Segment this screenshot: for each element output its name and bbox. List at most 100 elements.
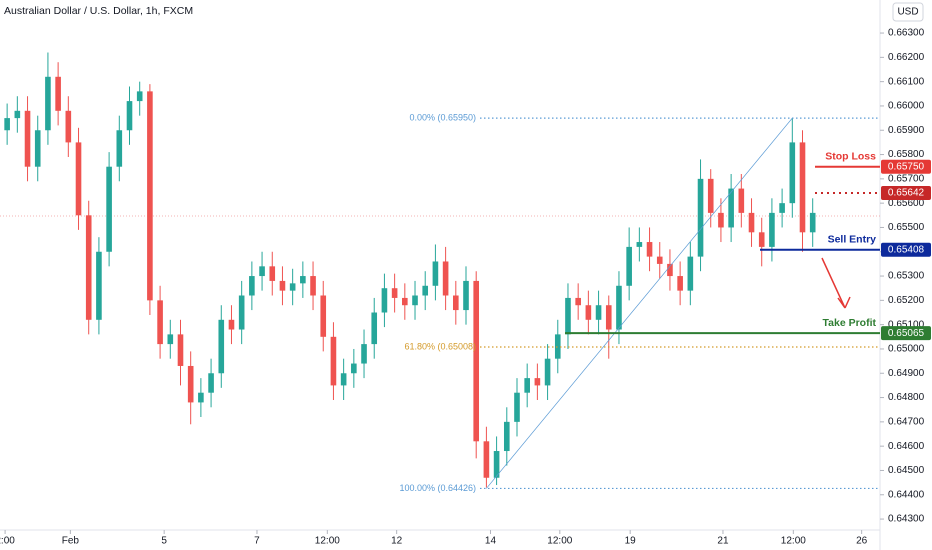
- fib-label: 61.80% (0.65008): [404, 341, 476, 351]
- candle-body: [300, 276, 306, 284]
- direction-arrow: [821, 257, 851, 309]
- candle-body: [289, 283, 296, 291]
- price-tag: [881, 159, 931, 174]
- price-tag: [881, 326, 931, 341]
- price-tag: [881, 242, 931, 257]
- candle-body: [728, 188, 734, 228]
- x-tick-label: 14: [485, 536, 497, 547]
- candle-body: [636, 242, 643, 247]
- candle-body: [758, 232, 765, 247]
- candle-body: [238, 295, 245, 330]
- candle-body: [514, 392, 520, 422]
- candle-body: [565, 297, 571, 335]
- candle-body: [187, 365, 194, 403]
- candle-body: [310, 276, 316, 296]
- candle-body: [524, 378, 530, 393]
- candle-body: [45, 76, 51, 131]
- candle-body: [177, 334, 184, 366]
- candle-body: [402, 297, 408, 306]
- candle-body: [228, 319, 235, 330]
- candle-body: [616, 285, 622, 330]
- y-tick-label: 0.64500: [888, 465, 925, 476]
- y-tick-label: 0.65100: [888, 319, 925, 330]
- candle-body: [799, 142, 806, 233]
- x-tick-label: 12:00: [781, 536, 806, 547]
- chart-title: Australian Dollar / U.S. Dollar, 1h, FXC…: [4, 5, 193, 17]
- candle-body: [748, 212, 755, 233]
- candle-body: [14, 110, 21, 119]
- x-tick-label: 12:00: [547, 536, 572, 547]
- candle-body: [493, 451, 500, 478]
- y-tick-label: 0.64600: [888, 441, 925, 452]
- y-tick-label: 0.65700: [888, 173, 925, 184]
- candle-body: [96, 251, 102, 320]
- y-tick-label: 0.64900: [888, 368, 925, 379]
- candle-body: [432, 261, 439, 286]
- candle-body: [75, 142, 82, 216]
- candle-body: [24, 110, 31, 167]
- candle-body: [136, 91, 143, 102]
- candle-body: [126, 101, 133, 131]
- candle-body: [320, 295, 327, 337]
- y-tick-label: 0.64800: [888, 392, 925, 403]
- candle-body: [738, 188, 745, 213]
- y-tick-label: 0.65900: [888, 125, 925, 136]
- level-name: Sell Entry: [828, 234, 877, 246]
- y-tick-label: 0.66300: [888, 28, 925, 39]
- price-tag-label: 0.65065: [888, 328, 925, 339]
- candle-body: [779, 203, 785, 213]
- x-tick-label: 12:00: [315, 536, 340, 547]
- currency-button[interactable]: [892, 2, 924, 22]
- candle-body: [544, 358, 551, 386]
- candle-body: [718, 212, 724, 228]
- candle-body: [340, 373, 347, 386]
- price-tag: [881, 185, 931, 200]
- x-tick-label: 2:00: [0, 536, 15, 547]
- candle-body: [4, 118, 10, 131]
- fib-label: 100.00% (0.64426): [399, 483, 476, 493]
- y-tick-label: 0.65800: [888, 149, 925, 160]
- candle-body: [687, 256, 694, 291]
- level-name: Stop Loss: [825, 150, 876, 162]
- y-tick-label: 0.66100: [888, 76, 925, 87]
- x-tick-label: Feb: [62, 536, 80, 547]
- candle-body: [626, 246, 632, 286]
- candle-body: [789, 142, 796, 204]
- x-tick-label: 12: [391, 536, 403, 547]
- candle-body: [575, 297, 581, 306]
- candle-body: [259, 266, 265, 277]
- candle-body: [595, 305, 602, 320]
- candle-body: [116, 130, 123, 167]
- candle-body: [554, 334, 561, 359]
- candle-body: [585, 305, 592, 320]
- candle-body: [656, 256, 663, 264]
- candle-body: [147, 91, 153, 301]
- candle-body: [249, 276, 255, 296]
- candle-body: [208, 373, 214, 393]
- candle-body: [707, 178, 714, 213]
- y-tick-label: 0.65500: [888, 222, 925, 233]
- candle-body: [809, 212, 816, 233]
- candle-body: [453, 295, 459, 311]
- candle-body: [269, 266, 276, 281]
- candle-body: [391, 288, 398, 298]
- candle-body: [697, 178, 704, 257]
- candle-body: [667, 263, 673, 277]
- currency-label[interactable]: USD: [897, 7, 918, 18]
- x-tick-label: 21: [717, 536, 729, 547]
- y-tick-label: 0.64400: [888, 489, 925, 500]
- candle-body: [442, 261, 449, 296]
- y-tick-label: 0.65600: [888, 198, 925, 209]
- candle-body: [769, 212, 775, 247]
- candle-body: [605, 305, 612, 330]
- candle-body: [198, 392, 204, 403]
- y-tick-label: 0.64300: [888, 514, 925, 525]
- candle-body: [351, 363, 357, 374]
- y-tick-label: 0.65300: [888, 271, 925, 282]
- price-tag-label: 0.65642: [888, 188, 925, 199]
- candle-body: [34, 130, 41, 167]
- candle-body: [106, 166, 112, 252]
- candle-body: [371, 312, 378, 345]
- candle-body: [85, 215, 92, 320]
